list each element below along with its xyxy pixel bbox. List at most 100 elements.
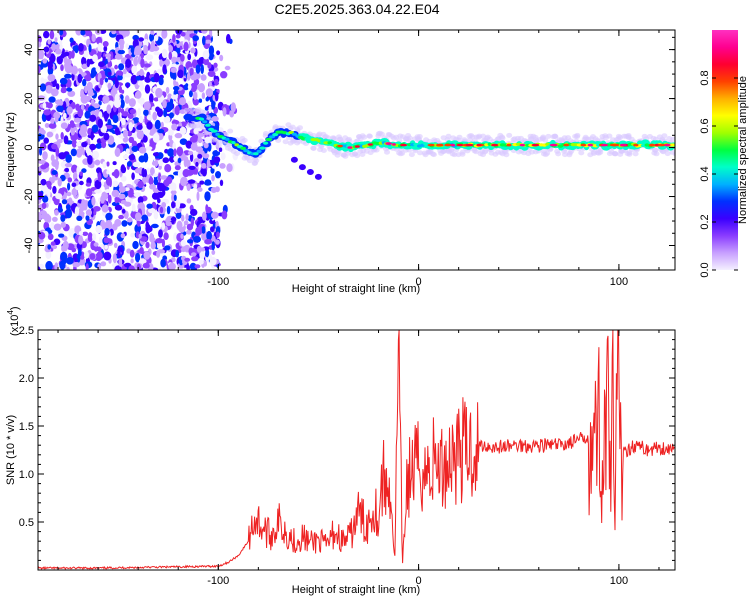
spectrogram-halo: [351, 151, 358, 157]
spectrogram-noise-blob: [80, 124, 88, 135]
spectrogram-noise-blob: [65, 208, 73, 219]
spectrogram-ridge-core: [263, 141, 269, 145]
snr-ytick-label: 0.5: [19, 517, 34, 529]
spectrogram-noise-blob: [191, 59, 198, 69]
spectrogram-noise-blob: [158, 173, 162, 183]
spectrogram-noise-blob: [139, 83, 144, 91]
spectrogram-noise-blob: [195, 161, 199, 167]
spectrogram-noise-blob: [45, 85, 53, 94]
spectrogram-noise-blob: [101, 191, 109, 201]
spectrogram-noise-blob: [105, 53, 112, 58]
spectrogram-hotspot: [476, 143, 482, 147]
spectrogram-noise-blob: [203, 142, 209, 149]
spectrogram-noise-blob: [117, 248, 121, 258]
spectrogram-halo: [562, 152, 568, 158]
spectrogram-noise-blob: [216, 50, 221, 56]
spectrogram-noise-blob: [192, 91, 198, 101]
spectrogram-noise-blob: [189, 262, 197, 270]
snr-frame: [37, 329, 676, 571]
spectrogram-noise-blob: [118, 75, 123, 81]
spectrogram-noise-blob: [38, 211, 43, 222]
spectrogram-noise-blob: [161, 48, 168, 59]
spectrogram-noise-blob: [205, 96, 210, 102]
spectrogram-noise-blob: [42, 102, 47, 109]
spectrogram-noise-blob: [96, 167, 102, 174]
spectrogram-noise-blob: [154, 159, 159, 167]
spectrogram-noise-blob: [49, 53, 56, 64]
spectrogram-halo: [473, 149, 480, 155]
spectrogram-noise-blob: [90, 130, 94, 141]
spectrogram-noise-blob: [94, 189, 102, 194]
spectrogram-noise-blob: [82, 231, 89, 236]
spectrogram-noise-blob: [189, 136, 198, 143]
spectrogram-noise-blob: [99, 236, 103, 244]
spectrogram-hotspot: [437, 143, 444, 147]
spectrogram-noise-blob: [38, 266, 41, 270]
spectrogram-noise-blob: [94, 159, 101, 166]
spectrogram-noise-blob: [179, 138, 188, 145]
spectrogram-noise-blob: [146, 114, 154, 121]
spectrogram-noise-blob: [71, 182, 77, 187]
spectrogram-noise-blob: [211, 241, 215, 251]
spectrogram-noise-blob: [58, 152, 67, 160]
spectrogram-noise-blob: [200, 64, 204, 75]
spectrogram-noise-blob: [59, 40, 63, 46]
spectrogram-noise-blob: [176, 146, 184, 157]
spectrogram-noise-blob: [114, 127, 120, 136]
spectrogram-noise-blob: [187, 84, 192, 90]
spectrogram-noise-blob: [71, 247, 77, 253]
spectrogram-noise-blob: [164, 245, 171, 251]
spectrogram-noise-blob: [153, 51, 160, 56]
spectrogram-noise-blob: [62, 112, 67, 120]
spectrogram-noise-blob: [106, 170, 110, 175]
spectrogram-noise-blob: [162, 157, 170, 164]
spectrogram-noise-blob: [60, 221, 66, 228]
spectrogram-noise-blob: [224, 65, 231, 71]
spectrogram-noise-blob: [85, 209, 92, 217]
spectrogram-noise-blob: [195, 226, 203, 236]
spectrogram-noise-blob: [92, 54, 98, 63]
spectrogram-noise-blob: [129, 108, 136, 115]
spectrogram-noise-blob: [202, 50, 210, 60]
spectrogram-noise-blob: [85, 188, 93, 197]
spectrogram-noise-blob: [220, 152, 226, 160]
spectrogram-noise-blob: [133, 56, 139, 67]
spectrogram-noise-blob: [204, 191, 211, 202]
spectrogram-noise-blob: [210, 167, 215, 174]
spectrogram-noise-blob: [65, 154, 72, 163]
spectrogram-noise-blob: [173, 148, 177, 157]
spectrogram-noise-blob: [104, 228, 110, 236]
spectrogram-ridge-core: [669, 143, 675, 147]
colorbar-tick-label: 0.6: [699, 118, 711, 133]
spectrogram-noise-blob: [169, 112, 174, 119]
spectrogram-halo: [653, 151, 660, 157]
spectrogram-noise-blob: [75, 148, 83, 158]
spectrogram-noise-blob: [212, 150, 221, 157]
spectrogram-noise-blob: [226, 163, 233, 173]
spectrogram-noise-blob: [149, 33, 155, 42]
spectrogram-noise-blob: [151, 223, 159, 229]
spectrogram-noise-blob: [142, 135, 148, 143]
spectrogram-hotspot: [549, 143, 558, 147]
spectrogram-branch-point: [314, 173, 322, 180]
spectrogram-ridge-core: [205, 123, 211, 127]
spectrogram-noise-blob: [191, 252, 197, 257]
spectrogram-noise-blob: [77, 108, 84, 118]
spectrogram-noise-blob: [222, 107, 227, 117]
spectrogram-noise-blob: [60, 88, 67, 94]
spectrogram-noise-blob: [102, 161, 107, 169]
spectrogram-ridge-core: [231, 141, 236, 145]
spectrogram-noise-blob: [104, 77, 109, 83]
spectrogram-halo: [215, 139, 222, 145]
spectrogram-noise-blob: [51, 143, 58, 150]
spectrogram-ridge-core: [268, 135, 276, 139]
spectrogram-noise-blob: [104, 113, 108, 122]
spectrogram-halo: [397, 151, 404, 157]
spectrogram-hotspot: [450, 143, 455, 147]
spectrogram-noise-blob: [114, 53, 123, 60]
spectrogram-noise-blob: [111, 30, 117, 35]
spectrogram-noise-blob: [91, 124, 99, 133]
spectrogram-noise-blob: [128, 187, 134, 198]
spectrogram-noise-blob: [42, 195, 49, 203]
spectrogram-noise-blob: [52, 216, 58, 222]
